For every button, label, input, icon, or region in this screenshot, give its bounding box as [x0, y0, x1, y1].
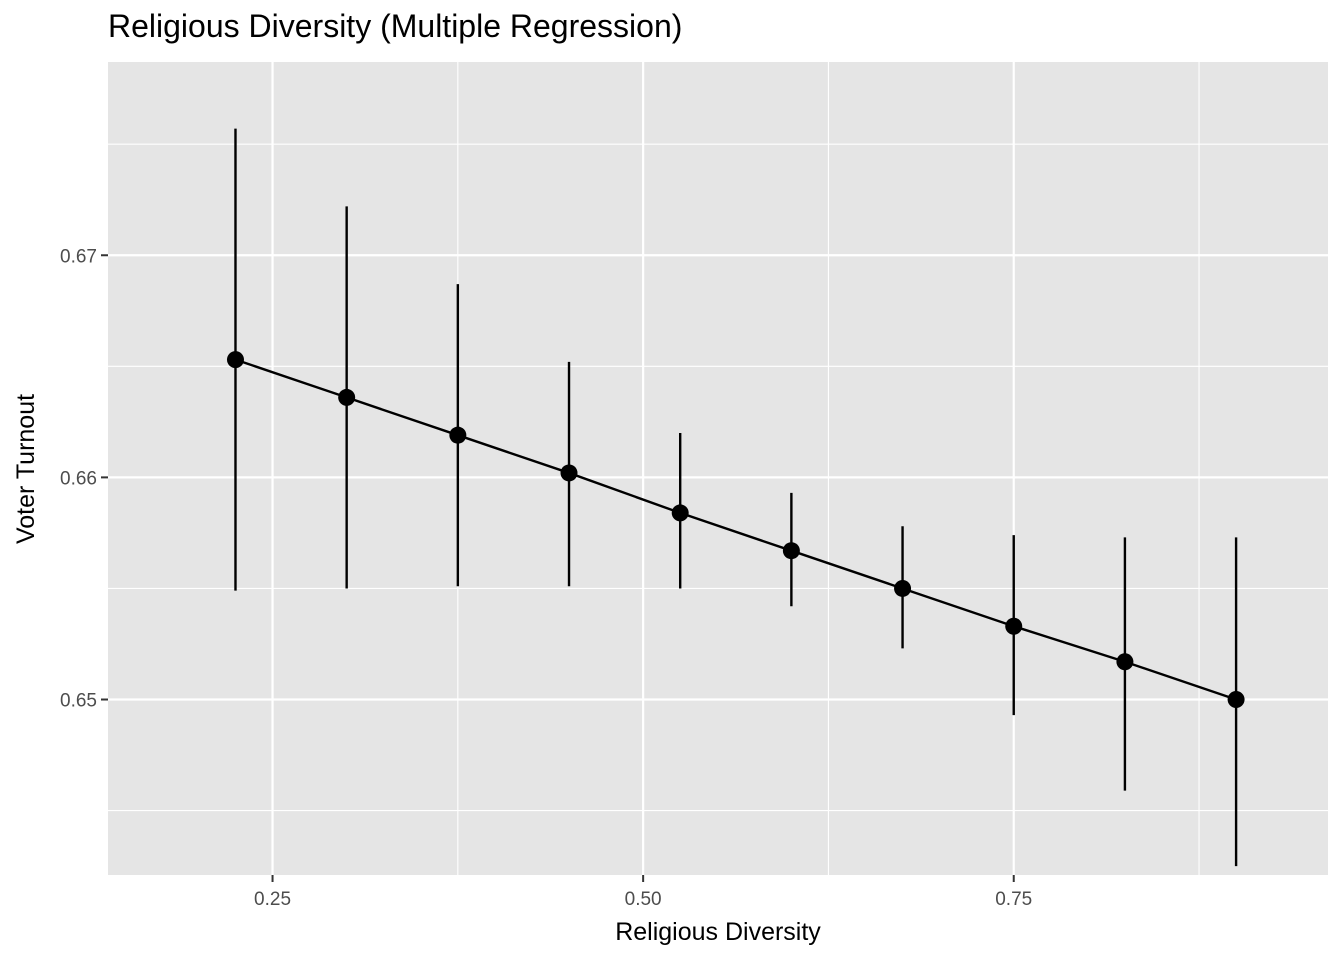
tick-labels: 0.25 0.50 0.75 0.65 0.66 0.67 — [60, 246, 1032, 910]
data-point — [560, 464, 578, 482]
y-tick-label: 0.65 — [60, 691, 97, 712]
x-tick-label: 0.75 — [995, 889, 1032, 910]
data-point — [782, 542, 800, 560]
minor-gridlines — [108, 62, 1328, 875]
x-axis-title: Religious Diversity — [615, 918, 821, 946]
fit-line — [235, 358, 1237, 701]
y-tick-label: 0.66 — [60, 468, 97, 489]
y-tick-label: 0.67 — [60, 246, 97, 267]
plot-panel — [108, 62, 1328, 875]
x-tick-label: 0.50 — [625, 889, 662, 910]
x-tick-label: 0.25 — [254, 889, 291, 910]
data-point — [226, 351, 244, 369]
data-points — [226, 351, 1245, 709]
data-point — [1227, 691, 1245, 709]
data-point — [894, 579, 912, 597]
axis-ticks — [101, 254, 1015, 882]
series-lines — [235, 358, 1237, 701]
y-axis-title: Voter Turnout — [12, 394, 40, 544]
chart-title: Religious Diversity (Multiple Regression… — [108, 8, 683, 44]
data-point — [338, 388, 356, 406]
data-point — [449, 426, 467, 444]
data-point — [1116, 653, 1134, 671]
data-point — [671, 504, 689, 522]
data-point — [1005, 617, 1023, 635]
